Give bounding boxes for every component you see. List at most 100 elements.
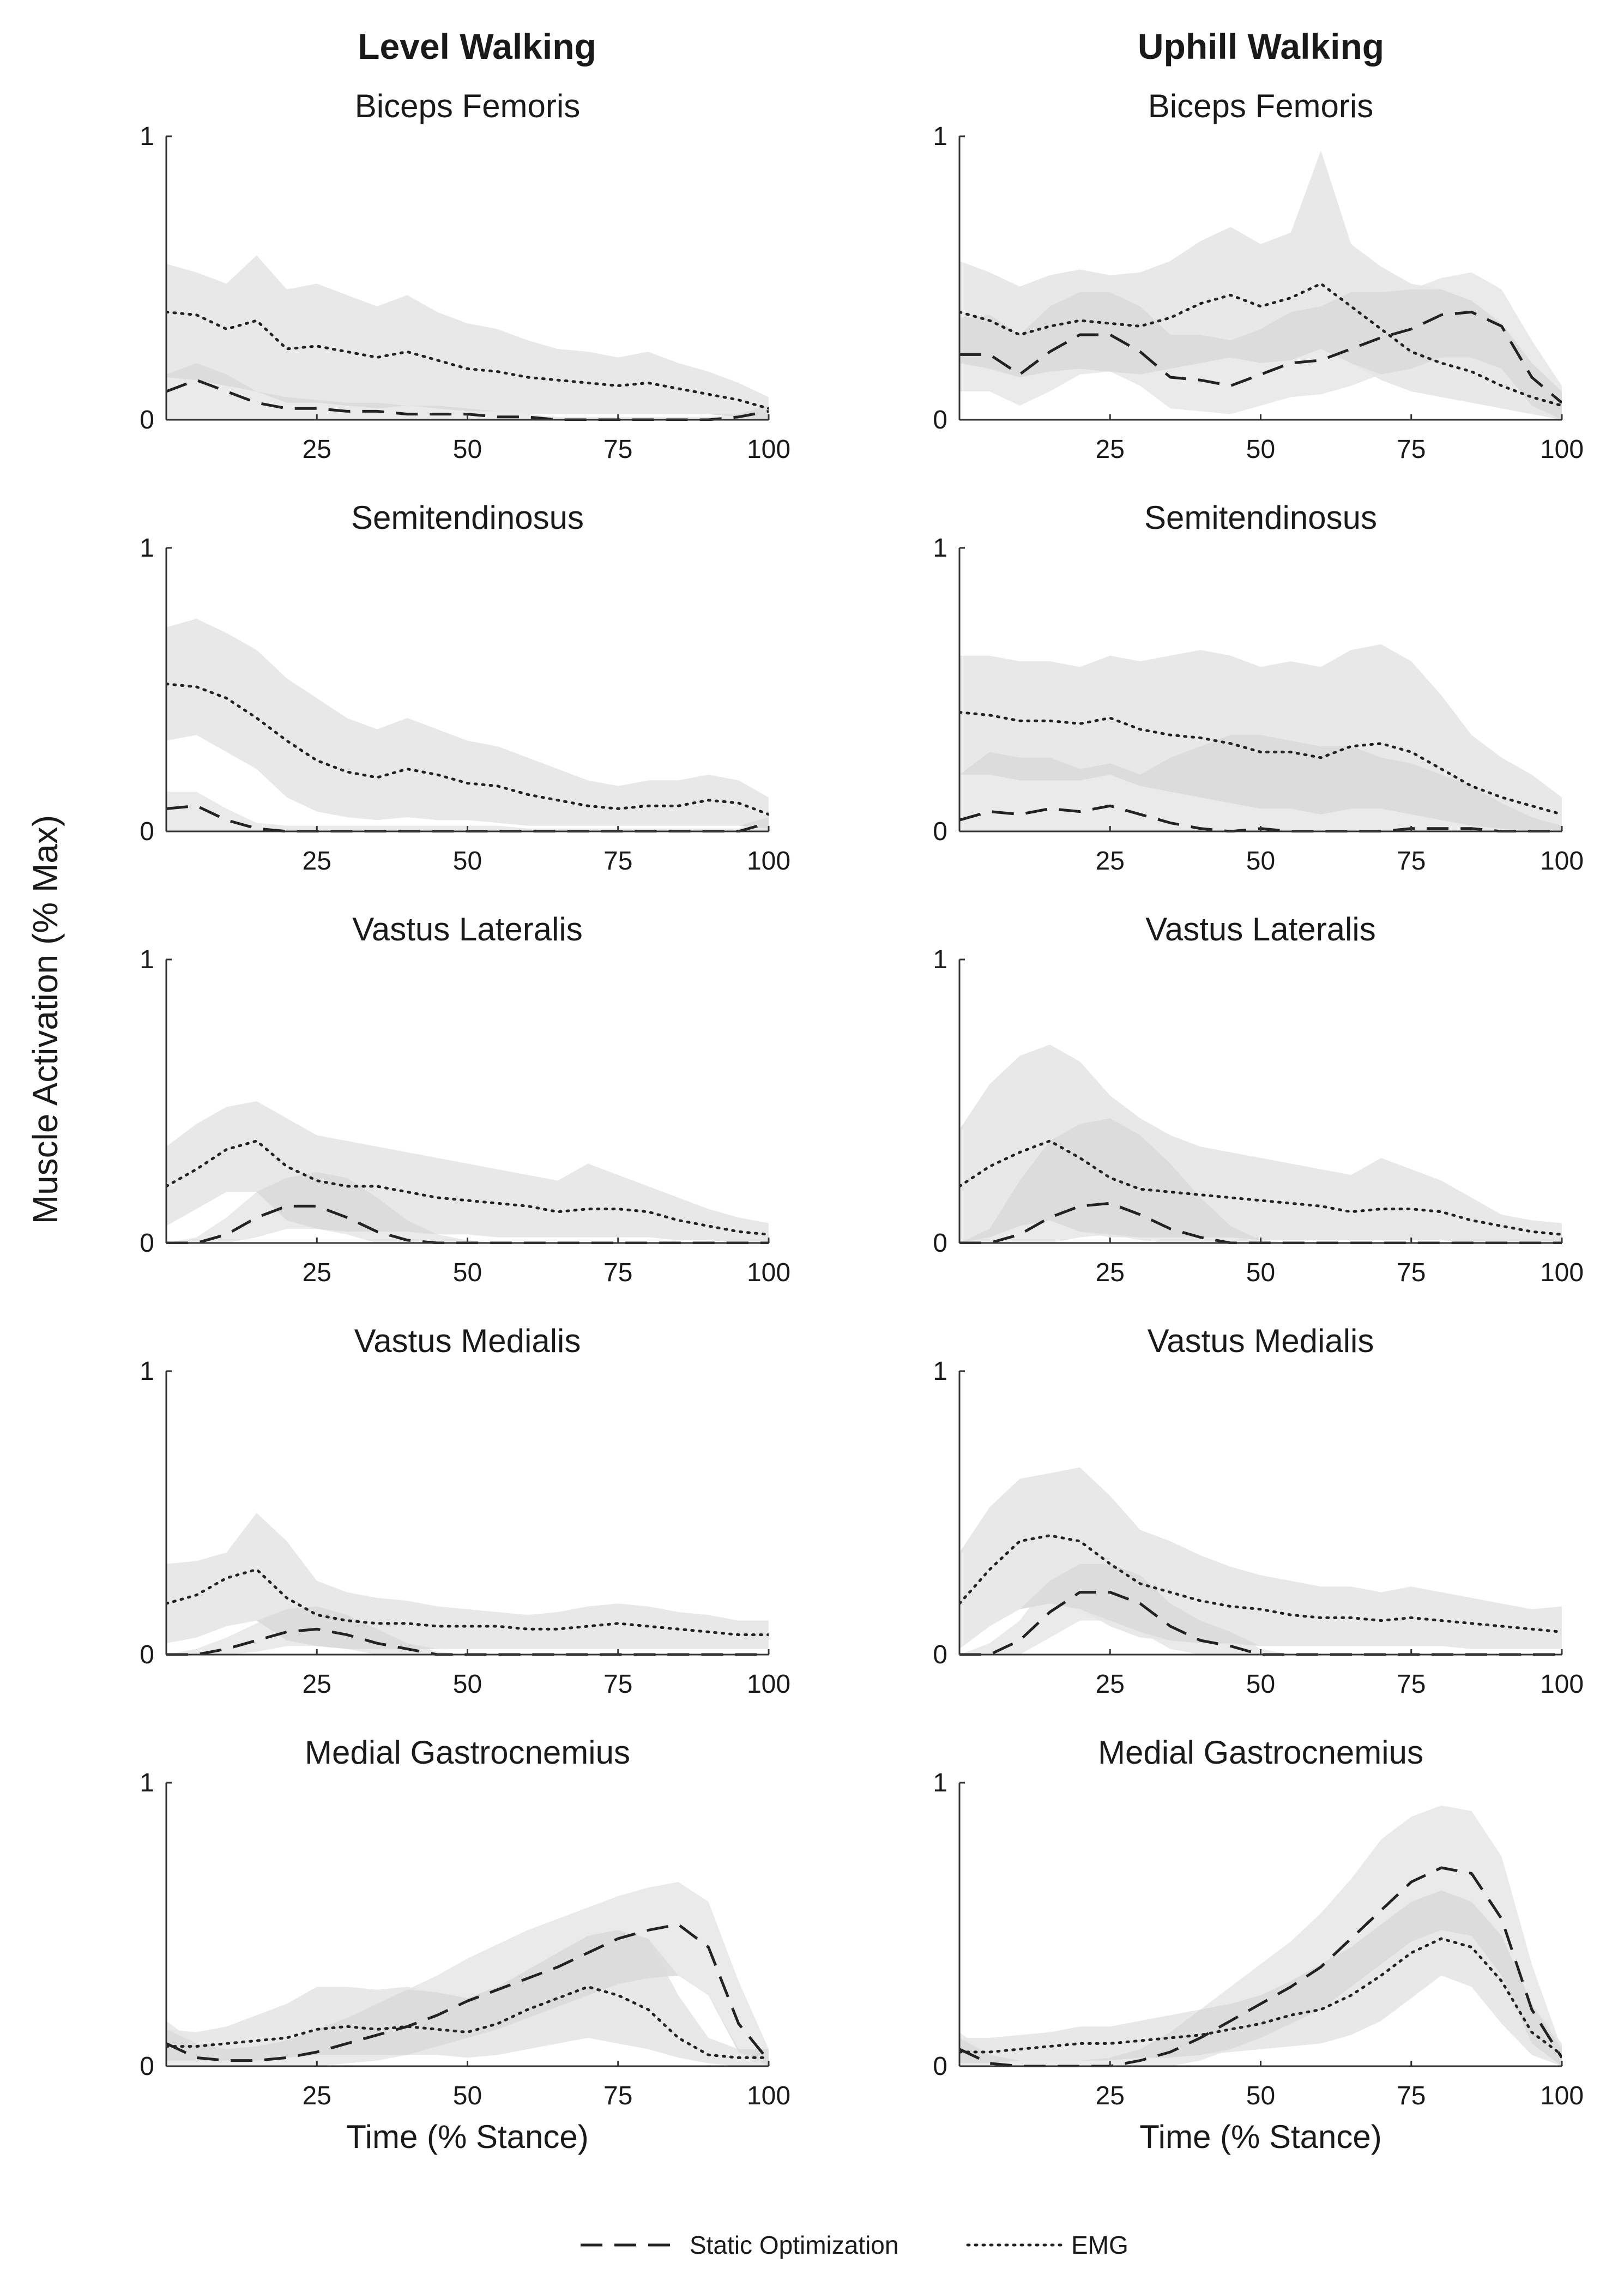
x-tick-label: 50 bbox=[453, 2081, 482, 2110]
x-tick-label: 100 bbox=[1540, 1258, 1584, 1287]
y-tick-label: 0 bbox=[140, 1229, 154, 1258]
y-tick-label: 1 bbox=[933, 1357, 947, 1386]
x-tick-label: 25 bbox=[303, 1258, 331, 1287]
x-tick-label: 75 bbox=[1397, 2081, 1426, 2110]
x-tick-label: 75 bbox=[1397, 1670, 1426, 1699]
sd-band-overlap bbox=[166, 1172, 769, 1243]
panel-uphill-walking-vastus-lateralis: Vastus Lateralis 0 1 25 50 75 100 bbox=[933, 911, 1584, 1287]
series-line-emg bbox=[166, 683, 769, 816]
panel-level-walking-vastus-medialis: Vastus Medialis 0 1 25 50 75 100 bbox=[140, 1323, 790, 1699]
series-line-emg bbox=[166, 310, 769, 410]
series-line-emg bbox=[959, 1937, 1562, 2056]
sd-band-overlap bbox=[166, 363, 769, 420]
panel-title: Semitendinosus bbox=[351, 499, 584, 536]
series-line-static-optimization bbox=[166, 1923, 769, 2062]
sd-bands bbox=[166, 619, 769, 831]
series-line-emg bbox=[959, 282, 1562, 407]
y-tick-label: 0 bbox=[140, 1640, 154, 1669]
legend-emg-label: EMG bbox=[1071, 2231, 1128, 2259]
y-tick-label: 0 bbox=[140, 406, 154, 435]
panel-level-walking-semitendinosus: Semitendinosus 0 1 25 50 75 100 bbox=[140, 499, 790, 876]
sd-bands bbox=[959, 150, 1562, 420]
panel-title: Medial Gastrocnemius bbox=[1098, 1734, 1423, 1771]
x-tick-label: 25 bbox=[1096, 435, 1125, 464]
x-tick-label: 75 bbox=[1397, 1258, 1426, 1287]
y-tick-label: 0 bbox=[933, 406, 947, 435]
x-tick-label: 100 bbox=[747, 847, 790, 876]
x-tick-label: 100 bbox=[747, 435, 790, 464]
x-tick-label: 25 bbox=[303, 1670, 331, 1699]
x-tick-label: 75 bbox=[1397, 435, 1426, 464]
sd-band-overlap bbox=[959, 1890, 1562, 2066]
panel-uphill-walking-biceps-femoris: Biceps Femoris 0 1 25 50 75 100 bbox=[933, 88, 1584, 464]
x-tick-label: 50 bbox=[1246, 1258, 1275, 1287]
y-tick-label: 1 bbox=[933, 534, 947, 563]
sd-band-overlap bbox=[959, 1118, 1562, 1243]
legend: Static Optimization EMG bbox=[581, 2231, 1128, 2259]
sd-bands bbox=[166, 1101, 769, 1243]
x-tick-label: 75 bbox=[1397, 847, 1426, 876]
column-title-level-walking: Level Walking bbox=[358, 26, 596, 67]
x-axis-label: Time (% Stance) bbox=[1139, 2119, 1382, 2155]
legend-static-optimization-label: Static Optimization bbox=[690, 2231, 898, 2259]
panel-uphill-walking-semitendinosus: Semitendinosus 0 1 25 50 75 100 bbox=[933, 499, 1584, 876]
sd-band-static-optimization bbox=[166, 792, 769, 831]
panel-title: Vastus Lateralis bbox=[352, 911, 582, 948]
x-tick-label: 100 bbox=[1540, 435, 1584, 464]
y-tick-label: 1 bbox=[140, 1769, 154, 1797]
panel-title: Vastus Medialis bbox=[1148, 1323, 1374, 1359]
y-tick-label: 0 bbox=[933, 1640, 947, 1669]
sd-band-emg bbox=[166, 619, 769, 829]
x-tick-label: 50 bbox=[1246, 1670, 1275, 1699]
panel-title: Vastus Medialis bbox=[354, 1323, 581, 1359]
x-tick-label: 25 bbox=[303, 2081, 331, 2110]
y-tick-label: 0 bbox=[933, 1229, 947, 1258]
series-lines bbox=[959, 282, 1562, 407]
series-line-emg bbox=[166, 1568, 769, 1637]
y-axis-label: Muscle Activation (% Max) bbox=[26, 815, 65, 1224]
x-tick-label: 100 bbox=[1540, 1670, 1584, 1699]
x-tick-label: 75 bbox=[603, 2081, 632, 2110]
x-tick-label: 25 bbox=[1096, 1258, 1125, 1287]
sd-band-static-optimization bbox=[166, 363, 769, 420]
x-tick-label: 75 bbox=[603, 847, 632, 876]
x-tick-label: 75 bbox=[603, 435, 632, 464]
series-line-emg bbox=[959, 1534, 1562, 1633]
x-tick-label: 50 bbox=[453, 847, 482, 876]
x-tick-label: 50 bbox=[453, 1670, 482, 1699]
x-tick-label: 25 bbox=[303, 847, 331, 876]
x-tick-label: 100 bbox=[747, 1258, 790, 1287]
panel-title: Vastus Lateralis bbox=[1145, 911, 1375, 948]
y-tick-label: 1 bbox=[140, 1357, 154, 1386]
x-tick-label: 50 bbox=[453, 435, 482, 464]
y-tick-label: 1 bbox=[140, 945, 154, 974]
x-tick-label: 25 bbox=[1096, 1670, 1125, 1699]
sd-band-static-optimization bbox=[959, 1805, 1562, 2066]
panel-title: Biceps Femoris bbox=[1148, 88, 1373, 124]
y-tick-label: 0 bbox=[933, 817, 947, 846]
x-tick-label: 75 bbox=[603, 1258, 632, 1287]
panel-level-walking-biceps-femoris: Biceps Femoris 0 1 25 50 75 100 bbox=[140, 88, 790, 464]
y-tick-label: 0 bbox=[933, 2052, 947, 2081]
x-tick-label: 100 bbox=[1540, 847, 1584, 876]
sd-bands bbox=[166, 1882, 769, 2066]
sd-band-overlap bbox=[166, 1606, 769, 1649]
series-lines bbox=[166, 1923, 769, 2062]
y-tick-label: 0 bbox=[140, 817, 154, 846]
series-lines bbox=[959, 1534, 1562, 1656]
series-line-emg bbox=[959, 711, 1562, 816]
sd-bands bbox=[166, 255, 769, 420]
x-tick-label: 50 bbox=[1246, 847, 1275, 876]
x-tick-label: 50 bbox=[1246, 435, 1275, 464]
x-tick-label: 100 bbox=[747, 1670, 790, 1699]
sd-band-overlap bbox=[166, 1930, 769, 2066]
y-tick-label: 1 bbox=[140, 534, 154, 563]
sd-band-overlap bbox=[959, 289, 1562, 420]
sd-band-static-optimization bbox=[166, 1882, 769, 2066]
y-tick-label: 1 bbox=[933, 122, 947, 151]
sd-band-overlap bbox=[959, 735, 1562, 831]
sd-band-emg bbox=[166, 255, 769, 420]
panel-uphill-walking-medial-gastrocnemius: Medial Gastrocnemius 0 1 25 50 75 100 Time (% S… bbox=[933, 1734, 1584, 2155]
